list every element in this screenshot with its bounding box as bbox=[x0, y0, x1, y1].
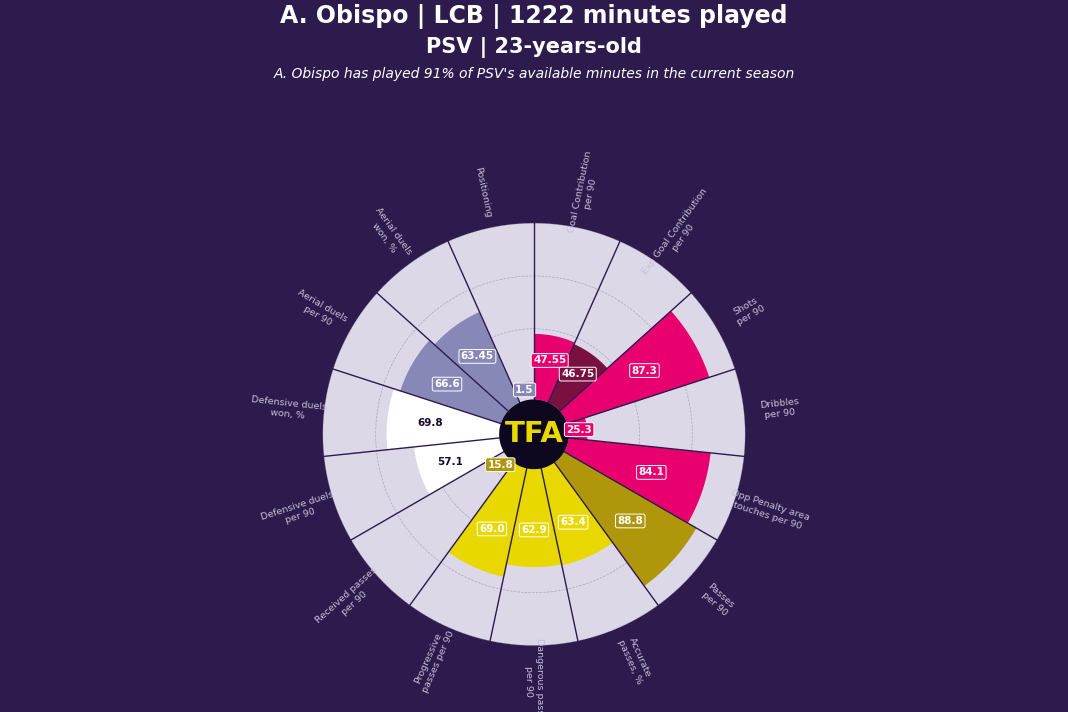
Text: TFA: TFA bbox=[504, 420, 564, 449]
Text: 66.6: 66.6 bbox=[435, 379, 460, 389]
Text: Shots
per 90: Shots per 90 bbox=[729, 295, 766, 327]
Text: Positioning: Positioning bbox=[473, 167, 492, 219]
Text: Aerial duels
won, %: Aerial duels won, % bbox=[364, 206, 413, 263]
Polygon shape bbox=[534, 334, 575, 402]
Text: A. Obispo | LCB | 1222 minutes played: A. Obispo | LCB | 1222 minutes played bbox=[280, 4, 788, 28]
Text: A. Obispo has played 91% of PSV's available minutes in the current season: A. Obispo has played 91% of PSV's availa… bbox=[273, 67, 795, 81]
Text: 63.4: 63.4 bbox=[561, 517, 586, 527]
Text: Exp Goal Contribution
per 90: Exp Goal Contribution per 90 bbox=[641, 187, 718, 282]
Text: 69.0: 69.0 bbox=[480, 524, 505, 534]
Text: Opp Penalty area
touches per 90: Opp Penalty area touches per 90 bbox=[727, 488, 811, 533]
Text: 69.8: 69.8 bbox=[418, 419, 443, 429]
Polygon shape bbox=[548, 344, 608, 411]
Text: 46.75: 46.75 bbox=[561, 369, 595, 379]
Text: Accurate
passes, %: Accurate passes, % bbox=[616, 634, 654, 686]
Text: PSV | 23-years-old: PSV | 23-years-old bbox=[426, 37, 642, 58]
Polygon shape bbox=[506, 468, 562, 567]
Text: 25.3: 25.3 bbox=[566, 424, 592, 434]
Text: 63.45: 63.45 bbox=[460, 352, 494, 362]
Polygon shape bbox=[449, 463, 527, 577]
Text: Received passes
per 90: Received passes per 90 bbox=[314, 566, 387, 634]
Text: 1.5: 1.5 bbox=[516, 385, 534, 395]
Polygon shape bbox=[520, 399, 534, 431]
Text: 87.3: 87.3 bbox=[631, 365, 658, 375]
Text: Dribbles
per 90: Dribbles per 90 bbox=[759, 397, 800, 420]
Text: Passes
per 90: Passes per 90 bbox=[700, 582, 736, 618]
Polygon shape bbox=[499, 399, 569, 469]
Text: Defensive duels
won, %: Defensive duels won, % bbox=[250, 394, 327, 422]
Polygon shape bbox=[564, 438, 710, 523]
Text: 15.8: 15.8 bbox=[487, 460, 513, 470]
Text: Dangerous passes
per 90: Dangerous passes per 90 bbox=[524, 638, 544, 712]
Text: 47.55: 47.55 bbox=[533, 355, 566, 365]
Text: Progressive
passes per 90: Progressive passes per 90 bbox=[411, 626, 456, 694]
Text: 62.9: 62.9 bbox=[521, 525, 547, 535]
Text: Defensive duels
per 90: Defensive duels per 90 bbox=[260, 490, 339, 532]
Text: 84.1: 84.1 bbox=[639, 468, 664, 478]
Polygon shape bbox=[414, 438, 504, 495]
Polygon shape bbox=[504, 451, 515, 463]
Text: 57.1: 57.1 bbox=[438, 456, 464, 466]
Polygon shape bbox=[387, 389, 501, 450]
Polygon shape bbox=[323, 223, 745, 646]
Text: Aerial duels
per 90: Aerial duels per 90 bbox=[290, 288, 349, 333]
Text: 88.8: 88.8 bbox=[617, 516, 643, 526]
Polygon shape bbox=[567, 418, 587, 440]
Polygon shape bbox=[560, 311, 709, 424]
Polygon shape bbox=[435, 312, 520, 411]
Polygon shape bbox=[554, 451, 696, 586]
Polygon shape bbox=[541, 463, 613, 565]
Polygon shape bbox=[400, 340, 508, 424]
Text: Goal Contribution
per 90: Goal Contribution per 90 bbox=[567, 150, 603, 236]
